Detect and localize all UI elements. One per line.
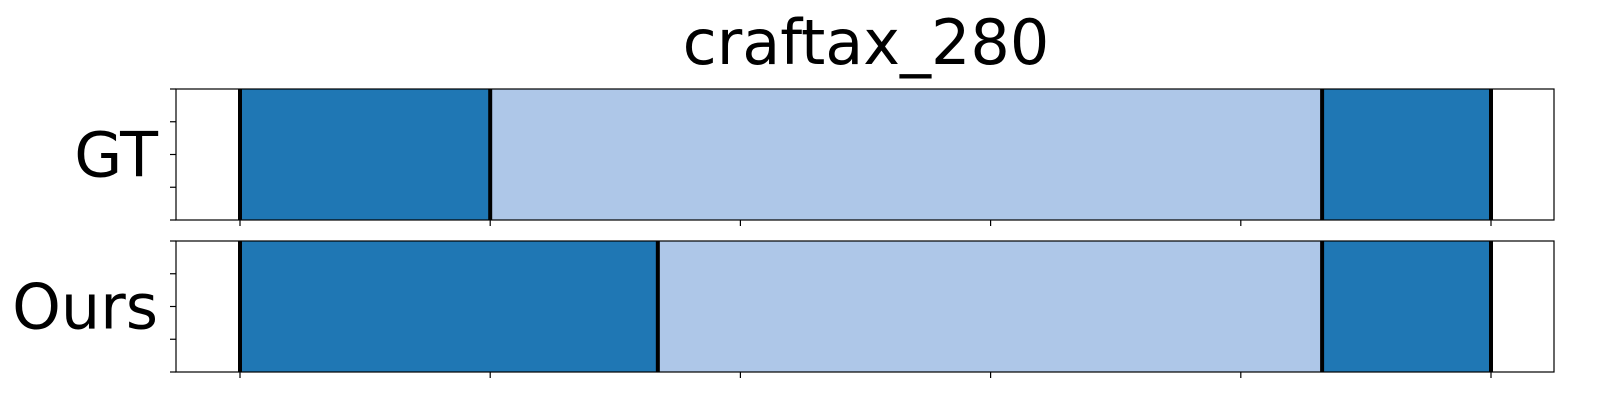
row-label-gt: GT: [74, 119, 159, 192]
segment-ours-0: [240, 241, 658, 372]
timeline-row-ours: Ours: [12, 240, 1555, 378]
row-label-ours: Ours: [12, 271, 158, 344]
timeline-rows: GT Ours: [12, 88, 1555, 378]
timeline-row-gt: GT: [74, 88, 1555, 226]
chart-title: craftax_280: [683, 6, 1050, 79]
segment-ours-2: [1322, 241, 1491, 372]
segment-gt-1: [490, 89, 1323, 220]
segment-gt-2: [1322, 89, 1491, 220]
segment-ours-1: [657, 241, 1323, 372]
segment-gt-0: [240, 89, 491, 220]
